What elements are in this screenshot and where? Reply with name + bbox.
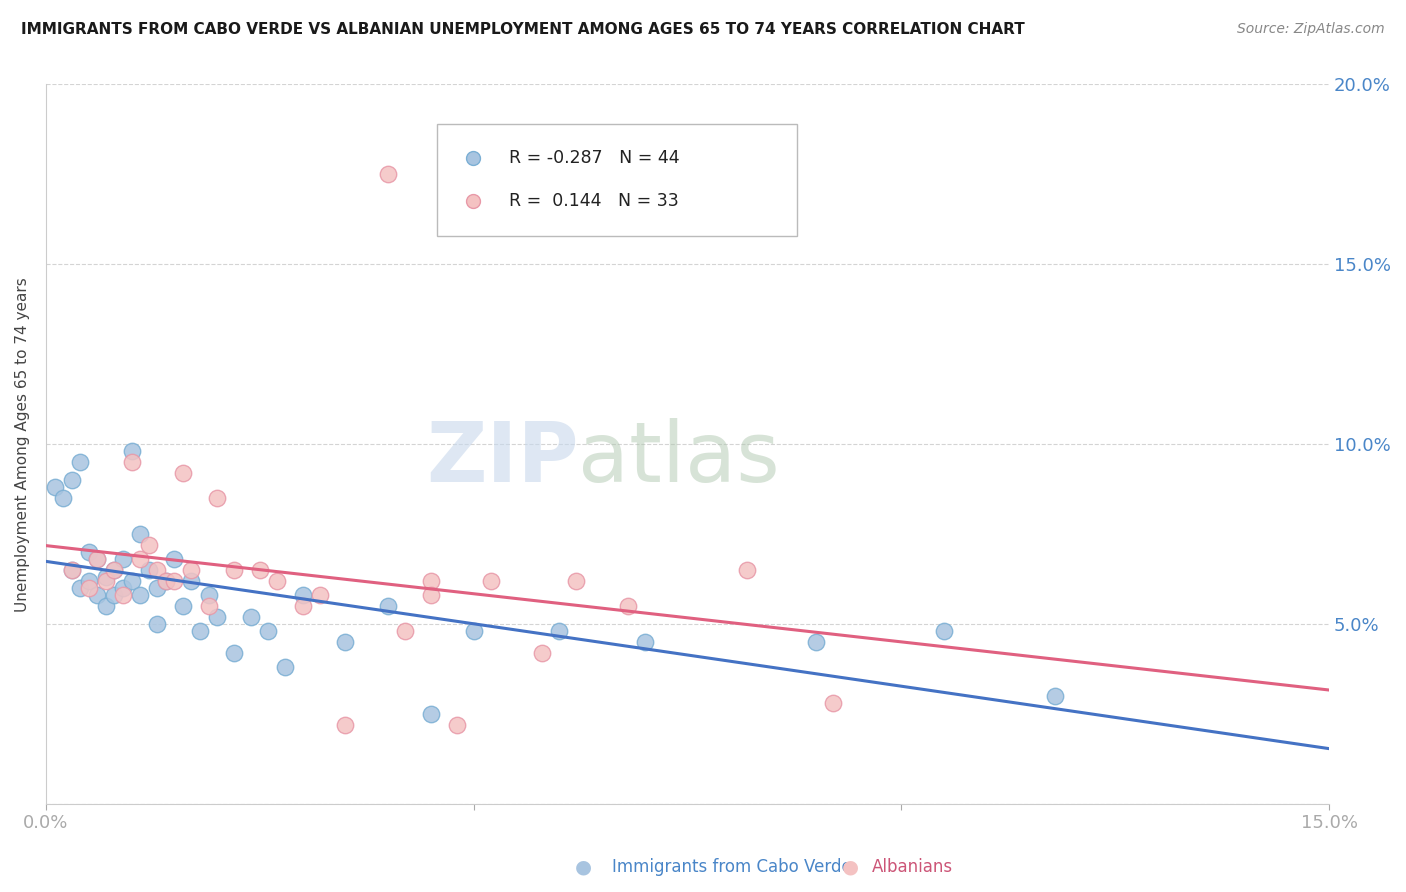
Point (257, 624, 280, 639)
FancyBboxPatch shape (437, 124, 797, 235)
Point (69, 581, 91, 595)
Point (616, 599, 638, 613)
Point (94, 574, 117, 588)
Point (394, 624, 416, 639)
Text: ●: ● (842, 857, 859, 877)
Text: R = -0.287   N = 44: R = -0.287 N = 44 (509, 149, 681, 168)
Point (138, 538, 160, 552)
Point (291, 599, 314, 613)
Point (103, 563, 125, 577)
Point (419, 706, 441, 721)
Point (77, 574, 100, 588)
Text: IMMIGRANTS FROM CABO VERDE VS ALBANIAN UNEMPLOYMENT AMONG AGES 65 TO 74 YEARS CO: IMMIGRANTS FROM CABO VERDE VS ALBANIAN U… (21, 22, 1025, 37)
Point (188, 624, 211, 639)
Point (1045, 689, 1067, 703)
Point (44, 480, 66, 494)
Point (737, 563, 759, 577)
Point (197, 588, 219, 602)
Point (111, 588, 134, 602)
Point (103, 588, 125, 602)
Point (155, 574, 177, 588)
Point (163, 574, 186, 588)
Point (52, 491, 75, 505)
Point (419, 574, 441, 588)
Text: Source: ZipAtlas.com: Source: ZipAtlas.com (1237, 22, 1385, 37)
Point (548, 624, 571, 639)
Point (205, 610, 228, 624)
Point (249, 563, 271, 577)
Point (308, 588, 330, 602)
Point (121, 444, 143, 458)
Point (77, 545, 100, 559)
Point (531, 646, 554, 660)
Point (103, 563, 125, 577)
Point (146, 563, 169, 577)
Point (69, 455, 91, 469)
Point (463, 624, 485, 639)
Point (274, 660, 297, 674)
Point (224, 563, 246, 577)
Point (146, 581, 169, 595)
Text: Albanians: Albanians (872, 858, 953, 876)
Point (804, 635, 827, 649)
Point (111, 552, 134, 566)
Point (377, 167, 399, 181)
Point (419, 588, 441, 602)
Point (86, 588, 108, 602)
Point (446, 718, 468, 732)
Text: ●: ● (575, 857, 592, 877)
Point (60, 473, 83, 487)
Point (479, 574, 502, 588)
Point (172, 599, 194, 613)
Text: atlas: atlas (578, 418, 780, 500)
Point (121, 574, 143, 588)
Point (129, 588, 152, 602)
Text: R =  0.144   N = 33: R = 0.144 N = 33 (509, 192, 679, 211)
Point (94, 599, 117, 613)
Point (86, 552, 108, 566)
Point (565, 574, 588, 588)
Text: ZIP: ZIP (426, 418, 578, 500)
Point (197, 599, 219, 613)
Point (111, 581, 134, 595)
Point (172, 466, 194, 480)
Point (129, 552, 152, 566)
Point (634, 635, 657, 649)
Point (146, 617, 169, 632)
Point (129, 527, 152, 541)
Point (934, 624, 956, 639)
Point (291, 588, 314, 602)
Text: Immigrants from Cabo Verde: Immigrants from Cabo Verde (612, 858, 852, 876)
Point (821, 696, 844, 710)
Point (266, 574, 288, 588)
Point (224, 646, 246, 660)
Point (180, 563, 202, 577)
Point (377, 599, 399, 613)
Y-axis label: Unemployment Among Ages 65 to 74 years: Unemployment Among Ages 65 to 74 years (15, 277, 30, 612)
Point (77, 581, 100, 595)
Point (138, 563, 160, 577)
Point (60, 563, 83, 577)
Point (335, 635, 357, 649)
Point (155, 574, 177, 588)
Point (60, 563, 83, 577)
Point (240, 610, 263, 624)
Point (180, 574, 202, 588)
Point (335, 718, 357, 732)
Point (163, 552, 186, 566)
Point (121, 455, 143, 469)
Point (86, 552, 108, 566)
Point (94, 570, 117, 584)
Point (205, 491, 228, 505)
